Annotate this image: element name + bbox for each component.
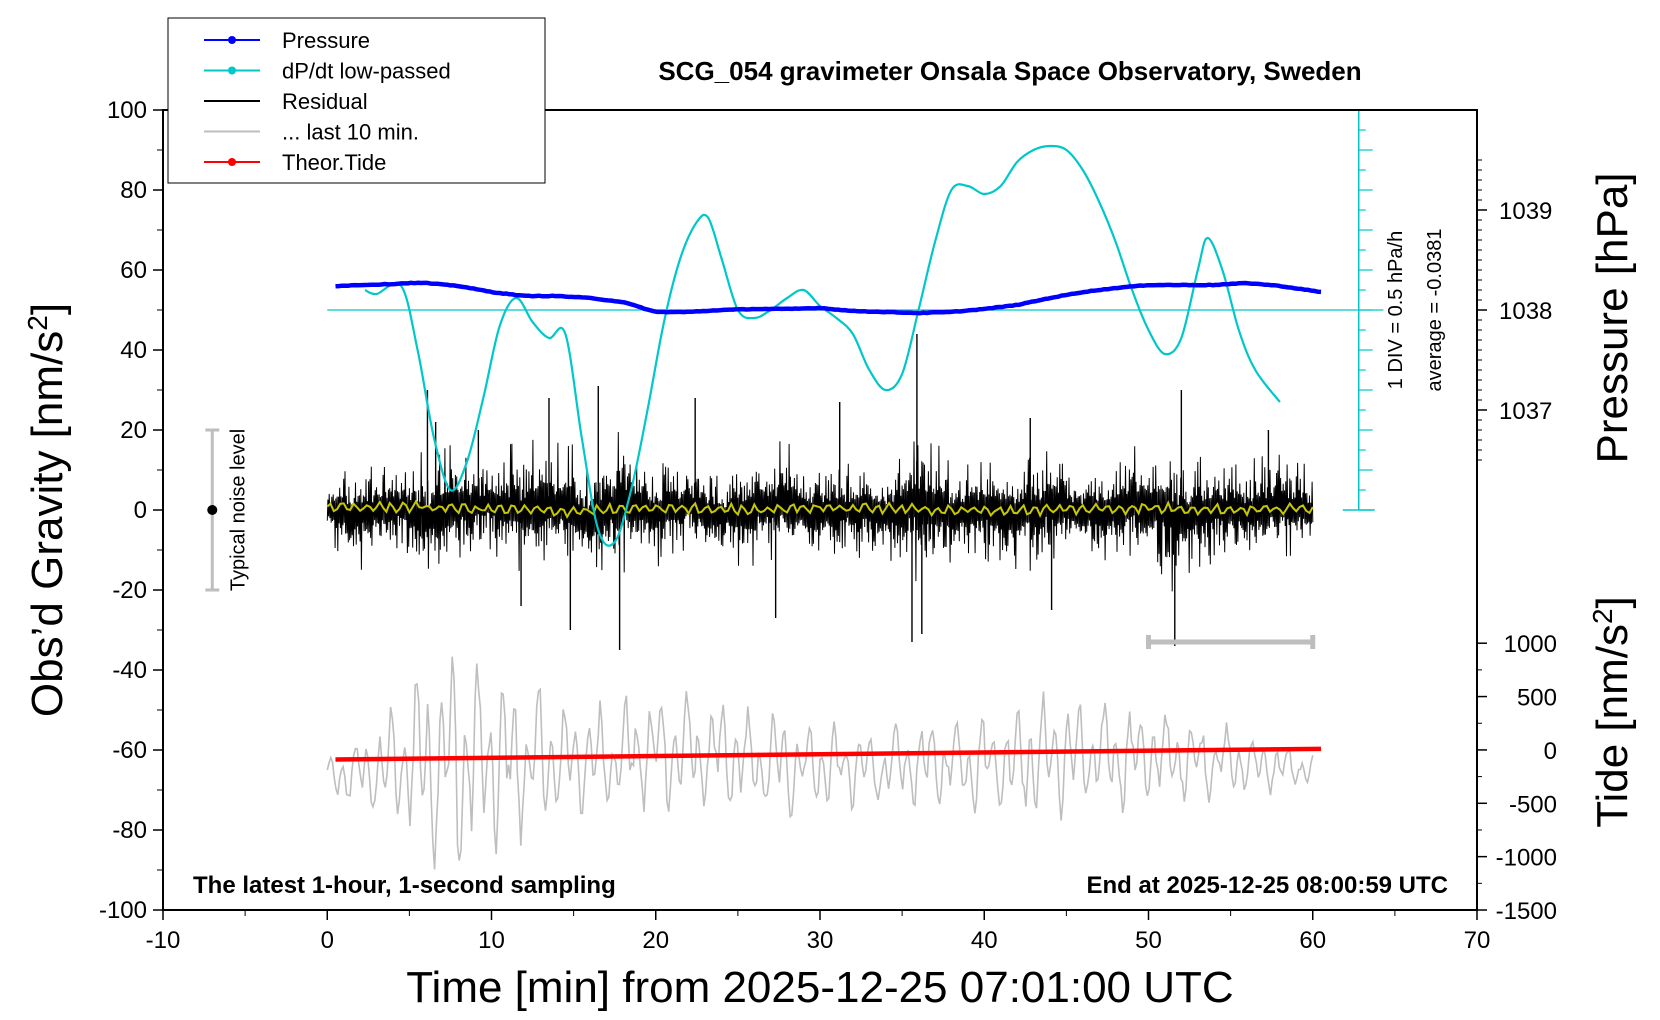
pressure-axis-label: Pressure [hPa] [1588, 172, 1637, 463]
x-tick-label: 50 [1135, 927, 1162, 954]
pressure-tick-label: 1038 [1499, 298, 1552, 325]
y-tick-label: -80 [112, 817, 147, 844]
y-tick-label: 20 [120, 417, 147, 444]
x-tick-label: 20 [642, 927, 669, 954]
plot-frame [162, 109, 1478, 911]
x-axis-label: Time [min] from 2025-12-25 07:01:00 UTC [406, 963, 1233, 1012]
pressure-tick-label: 1039 [1499, 198, 1552, 225]
dpdt-average-label: average = -0.0381 [1424, 229, 1446, 392]
legend-box [167, 17, 546, 184]
series-pressure [335, 280, 1322, 316]
x-tick-label: 0 [321, 927, 334, 954]
series-smoothed-residual [326, 499, 1314, 520]
series-theor-tide [335, 746, 1321, 762]
x-tick-label: 40 [971, 927, 998, 954]
series-residual [326, 431, 1314, 592]
dpdt-scale-label: 1 DIV = 0.5 hPa/h [1385, 231, 1407, 389]
x-tick-label: 70 [1464, 927, 1491, 954]
tide-tick-label: -500 [1509, 791, 1557, 818]
noise-center-dot [207, 505, 218, 515]
footer-left: The latest 1-hour, 1-second sampling [193, 872, 616, 899]
y-axis-label: Obs’d Gravity [nm/s2] [22, 303, 73, 717]
series-dpdt [364, 144, 1281, 547]
y-tick-label: -100 [99, 897, 147, 924]
tide-tick-label: -1500 [1496, 898, 1557, 925]
legend-entry-label: ... last 10 min. [282, 120, 419, 145]
tick-layer: -10 0 10 20 30 40 50 60 70-100-80-60-40-20020406… [99, 97, 1557, 954]
tide-tick-label: -1000 [1496, 845, 1557, 872]
legend-swatch-marker [228, 36, 236, 44]
tide-tick-label: 500 [1517, 685, 1557, 712]
legend: Pressure dP/dt low-passed Residual ... last… [167, 17, 546, 184]
y-tick-label: 80 [120, 177, 147, 204]
last-10-min-bar [1146, 635, 1316, 649]
y-tick-label: -40 [112, 657, 147, 684]
series-layer [326, 144, 1384, 870]
pressure-tick-label: 1037 [1499, 398, 1552, 425]
series-last-10-min [326, 656, 1314, 870]
y-tick-label: 0 [134, 497, 147, 524]
legend-swatch-marker [228, 66, 236, 75]
x-tick-label: 60 [1299, 927, 1326, 954]
y-tick-label: -20 [112, 577, 147, 604]
tide-tick-label: 1000 [1504, 631, 1557, 658]
x-tick-label: 30 [807, 927, 834, 954]
noise-level-label: Typical noise level [227, 429, 249, 591]
x-tick-label: 10 [478, 927, 505, 954]
chart-title: SCG_054 gravimeter Onsala Space Observat… [658, 56, 1361, 86]
footer-right: End at 2025-12-25 08:00:59 UTC [1087, 872, 1449, 899]
y-tick-label: 40 [120, 337, 147, 364]
tide-axis-label: Tide [nm/s2] [1587, 596, 1638, 828]
legend-entry-label: Theor.Tide [282, 150, 386, 175]
legend-entry-label: dP/dt low-passed [282, 59, 451, 84]
x-tick-label: -10 [146, 927, 181, 954]
legend-entries: Pressure dP/dt low-passed Residual ... last… [204, 28, 451, 175]
y-tick-label: -60 [112, 737, 147, 764]
noise-indicator: Typical noise level [205, 428, 249, 592]
tide-tick-label: 0 [1544, 738, 1557, 765]
y-tick-label: 60 [120, 257, 147, 284]
legend-swatch-marker [228, 158, 236, 166]
legend-entry-label: Residual [282, 89, 368, 114]
y-tick-label: 100 [107, 97, 147, 124]
legend-entry-label: Pressure [282, 28, 370, 53]
